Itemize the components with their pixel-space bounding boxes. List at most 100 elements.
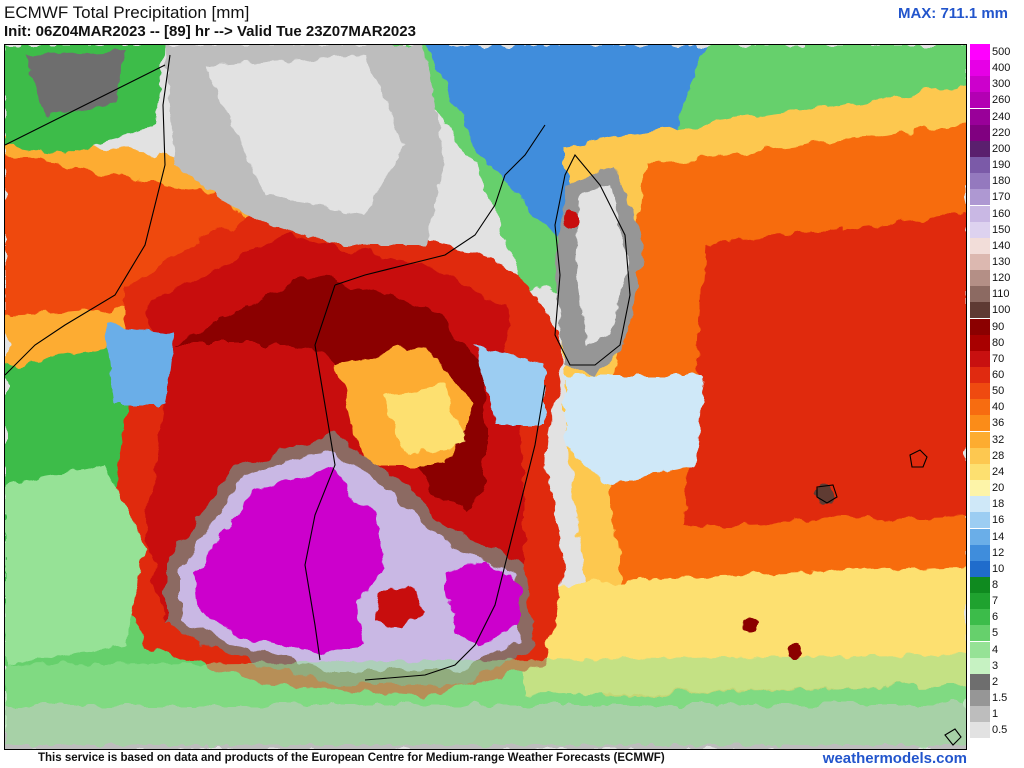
colorbar-label: 130: [992, 255, 1011, 268]
colorbar-label: 20: [992, 482, 1005, 495]
colorbar-label: 140: [992, 239, 1011, 252]
colorbar-level: 190: [968, 157, 1024, 174]
precipitation-colorbar: 500 400 300 260 240 220 200 190 180 170 160 150 140 1…: [968, 44, 1024, 742]
colorbar-swatch: [970, 173, 990, 190]
map-title: ECMWF Total Precipitation [mm]: [4, 3, 250, 22]
colorbar-swatch: [970, 237, 990, 254]
max-value-label: MAX: 711.1 mm: [897, 5, 1008, 22]
colorbar-level: 60: [968, 367, 1024, 383]
colorbar-level: 400: [968, 60, 1024, 77]
colorbar-level: 50: [968, 383, 1024, 400]
colorbar-level: 180: [968, 173, 1024, 190]
colorbar-swatch: [970, 221, 990, 238]
colorbar-level: 70: [968, 350, 1024, 367]
colorbar-swatch: [970, 205, 990, 222]
colorbar-level: 0.5: [968, 722, 1024, 739]
colorbar-label: 220: [992, 126, 1011, 139]
colorbar-level: 3: [968, 657, 1024, 674]
colorbar-swatch: [970, 415, 990, 432]
colorbar-level: 200: [968, 140, 1024, 157]
colorbar-swatch: [970, 480, 990, 497]
colorbar-level: 2: [968, 673, 1024, 690]
colorbar-label: 32: [992, 433, 1005, 446]
colorbar-level: 260: [968, 92, 1024, 109]
colorbar-label: 240: [992, 110, 1011, 123]
colorbar-swatch: [970, 189, 990, 206]
colorbar-label: 180: [992, 175, 1011, 188]
colorbar-level: 18: [968, 496, 1024, 513]
colorbar-label: 28: [992, 449, 1005, 462]
colorbar-swatch: [970, 528, 990, 545]
colorbar-swatch: [970, 463, 990, 480]
colorbar-label: 150: [992, 223, 1011, 236]
colorbar-swatch: [970, 124, 990, 141]
colorbar-level: 150: [968, 221, 1024, 238]
colorbar-level: 170: [968, 189, 1024, 206]
colorbar-swatch: [970, 544, 990, 561]
colorbar-label: 120: [992, 272, 1011, 285]
colorbar-level: 8: [968, 576, 1024, 593]
colorbar-label: 4: [992, 643, 999, 656]
colorbar-label: 3: [992, 659, 999, 672]
colorbar-swatch: [970, 625, 990, 642]
colorbar-label: 60: [992, 369, 1005, 381]
colorbar-swatch: [970, 253, 990, 270]
colorbar-level: 10: [968, 560, 1024, 577]
colorbar-level: 7: [968, 593, 1024, 610]
colorbar-level: 110: [968, 286, 1024, 303]
colorbar-level: 1: [968, 706, 1024, 723]
colorbar-swatch: [970, 302, 990, 319]
colorbar-level: 160: [968, 205, 1024, 222]
detail-field: [5, 45, 966, 745]
colorbar-swatch: [970, 706, 990, 723]
colorbar-level: 130: [968, 253, 1024, 270]
colorbar-level: 16: [968, 512, 1024, 529]
precipitation-map[interactable]: [4, 44, 967, 750]
colorbar-label: 400: [992, 62, 1011, 75]
colorbar-level: 120: [968, 270, 1024, 287]
colorbar-label: 24: [992, 465, 1005, 478]
colorbar-level: 140: [968, 237, 1024, 254]
colorbar-label: 18: [992, 498, 1005, 511]
colorbar-swatch: [970, 383, 990, 400]
colorbar-swatch: [970, 286, 990, 303]
colorbar-swatch: [970, 447, 990, 464]
colorbar-level: 28: [968, 447, 1024, 464]
precipitation-map-svg: [5, 45, 966, 749]
colorbar-level: 220: [968, 124, 1024, 141]
colorbar-swatch: [970, 431, 990, 448]
colorbar-swatch: [970, 560, 990, 577]
colorbar-swatch: [970, 722, 990, 739]
colorbar-swatch: [970, 673, 990, 690]
brand-link[interactable]: weathermodels.com: [822, 750, 967, 767]
colorbar-level: 40: [968, 399, 1024, 416]
colorbar-swatch: [970, 334, 990, 351]
colorbar-swatch: [970, 270, 990, 287]
colorbar-swatch: [970, 593, 990, 610]
colorbar-level: 80: [968, 334, 1024, 351]
colorbar-swatch: [970, 60, 990, 77]
colorbar-swatch: [970, 690, 990, 706]
colorbar-label: 40: [992, 401, 1005, 414]
colorbar-label: 110: [992, 288, 1010, 301]
colorbar-label: 1: [992, 708, 999, 721]
colorbar-level: 300: [968, 76, 1024, 93]
colorbar-level: 20: [968, 480, 1024, 497]
colorbar-level: 24: [968, 463, 1024, 480]
colorbar-level: 36: [968, 415, 1024, 432]
colorbar-label: 90: [992, 320, 1005, 333]
colorbar-swatch: [970, 609, 990, 626]
colorbar-swatch: [970, 399, 990, 416]
colorbar-level: 32: [968, 431, 1024, 448]
colorbar-label: 50: [992, 385, 1005, 398]
colorbar-label: 36: [992, 417, 1005, 430]
colorbar-label: 200: [992, 142, 1011, 155]
colorbar-label: 500: [992, 46, 1011, 58]
colorbar-label: 10: [992, 562, 1005, 575]
colorbar-level: 14: [968, 528, 1024, 545]
colorbar-swatch: [970, 76, 990, 93]
colorbar-label: 6: [992, 611, 999, 624]
colorbar-label: 16: [992, 514, 1005, 527]
colorbar-swatch: [970, 496, 990, 513]
colorbar-swatch: [970, 576, 990, 593]
